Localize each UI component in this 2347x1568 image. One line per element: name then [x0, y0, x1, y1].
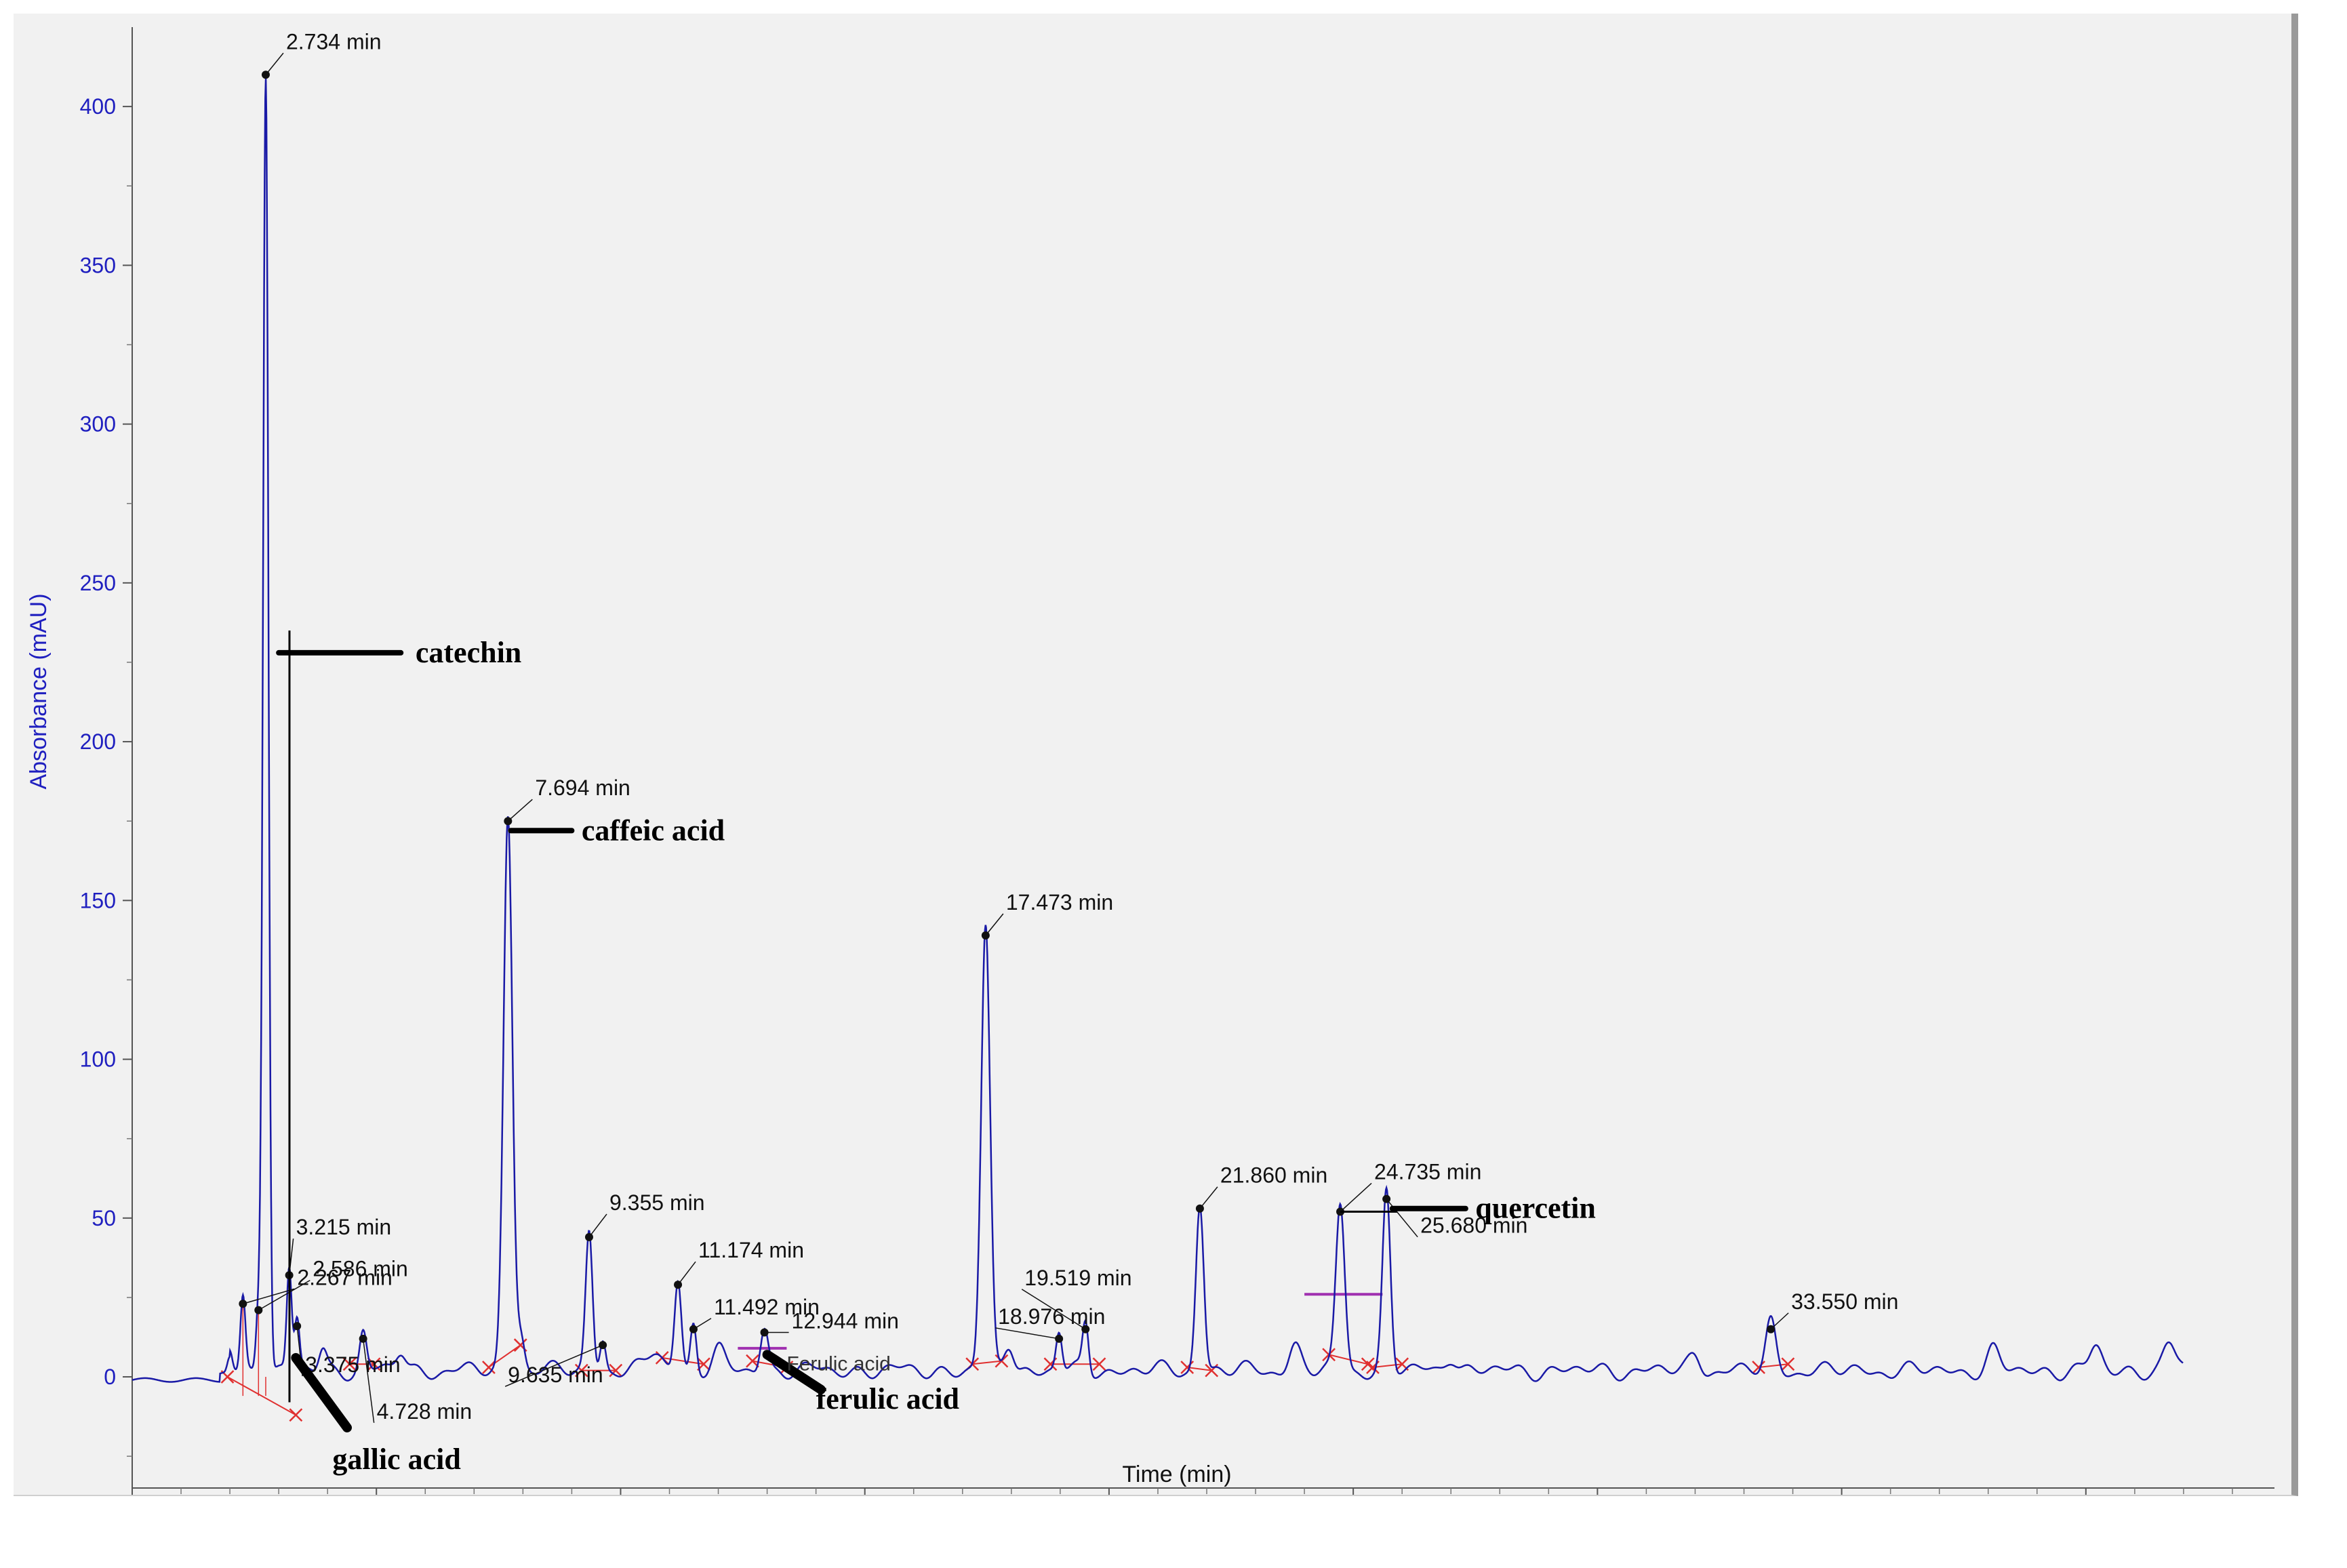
- baseline-x-marker: [1180, 1361, 1195, 1374]
- y-axis-title: Absorbance (mAU): [26, 593, 52, 789]
- peak-label: 7.694 min: [535, 776, 630, 800]
- baseline-x-marker: [1781, 1357, 1795, 1371]
- peak-leader-line: [588, 1213, 607, 1238]
- baseline-x-marker: [1752, 1361, 1765, 1374]
- y-tick-label: 400: [80, 94, 116, 119]
- baseline-segment: [1759, 1363, 1788, 1368]
- baseline-segment: [1372, 1363, 1403, 1368]
- peak-label: 12.944 min: [792, 1308, 899, 1333]
- peak-label: 3.375 min: [305, 1352, 401, 1377]
- baseline-x-marker: [746, 1354, 759, 1368]
- peak-label: 9.635 min: [508, 1363, 603, 1387]
- peak-label: 4.728 min: [377, 1399, 473, 1424]
- peak-leader-line: [693, 1318, 712, 1330]
- peak-label: 11.492 min: [714, 1295, 820, 1319]
- peak-label: 11.174 min: [698, 1238, 804, 1262]
- peak-leader-line: [1770, 1312, 1789, 1330]
- compound-label: quercetin: [1475, 1192, 1596, 1225]
- chromatogram-trace: [132, 78, 2184, 1383]
- baseline-segment: [1187, 1366, 1212, 1371]
- peak-leader-line: [1199, 1186, 1218, 1209]
- baseline-x-marker: [1092, 1357, 1106, 1371]
- peak-leader-line: [985, 913, 1004, 936]
- baseline-segment: [1328, 1354, 1368, 1365]
- peak-label: 25.680 min: [1420, 1213, 1527, 1238]
- y-tick-label: 300: [80, 412, 116, 437]
- chart-frame: 0501001502002503003504000510152025303540…: [14, 14, 2298, 1496]
- baseline-x-marker: [482, 1361, 496, 1374]
- baseline-segment: [662, 1356, 704, 1365]
- compound-label: catechin: [416, 636, 521, 669]
- y-tick-label: 200: [80, 729, 116, 754]
- peak-label: 21.860 min: [1220, 1163, 1327, 1188]
- compound-annotations: catechin caffeic acid ferulic acid gallic a…: [276, 630, 1596, 1476]
- chromatogram-chart: 0501001502002503003504000510152025303540…: [26, 27, 2274, 1495]
- peak-label: 2.267 min: [297, 1265, 393, 1289]
- peak-leader-line: [507, 799, 533, 822]
- peak-leader-line: [995, 1327, 1060, 1340]
- inline-peak-name: Ferulic acid: [786, 1353, 890, 1375]
- peak-label: 19.519 min: [1024, 1266, 1131, 1290]
- peak-leader-line: [265, 52, 284, 75]
- axes: 0501001502002503003504000510152025303540: [80, 27, 2274, 1495]
- baseline-x-marker: [995, 1354, 1009, 1368]
- y-tick-label: 350: [80, 253, 116, 277]
- peak-label: 33.550 min: [1791, 1289, 1898, 1314]
- peak-leader-line: [1340, 1182, 1372, 1212]
- peak-leader-line: [504, 1344, 603, 1387]
- y-tick-label: 0: [104, 1365, 116, 1389]
- annotation-pointer: [762, 1350, 826, 1394]
- baseline-x-marker: [574, 1363, 588, 1378]
- y-tick-label: 250: [80, 571, 116, 595]
- baseline-segment: [972, 1360, 1002, 1365]
- peak-leader-line: [243, 1288, 295, 1305]
- peak-leader-line: [362, 1338, 375, 1423]
- peak-label: 17.473 min: [1006, 890, 1113, 914]
- baseline-x-marker: [609, 1363, 623, 1378]
- x-axis-title: Time (min): [1122, 1462, 1231, 1487]
- baseline-x-marker: [342, 1357, 357, 1371]
- peak-label: 9.355 min: [609, 1190, 705, 1215]
- y-tick-label: 150: [80, 888, 116, 912]
- y-tick-label: 100: [80, 1047, 116, 1072]
- compound-label: caffeic acid: [582, 813, 725, 847]
- peak-leader-line: [1021, 1289, 1086, 1330]
- annotation-pointer: [291, 1352, 352, 1432]
- peak-label: 2.734 min: [286, 29, 382, 54]
- peak-label: 2.586 min: [313, 1257, 408, 1281]
- peak-apex-dot: [689, 1325, 698, 1333]
- compound-label: ferulic acid: [816, 1382, 959, 1415]
- peak-leader-line: [258, 1280, 310, 1311]
- peak-label: 24.735 min: [1374, 1159, 1481, 1184]
- baseline-segment: [227, 1376, 296, 1416]
- peak-label: 3.215 min: [296, 1215, 392, 1239]
- y-tick-label: 50: [92, 1206, 116, 1230]
- peak-leader-line: [1386, 1199, 1418, 1238]
- baseline-x-marker: [289, 1408, 303, 1422]
- compound-label: gallic acid: [332, 1443, 460, 1476]
- peak-leader-line: [677, 1261, 696, 1285]
